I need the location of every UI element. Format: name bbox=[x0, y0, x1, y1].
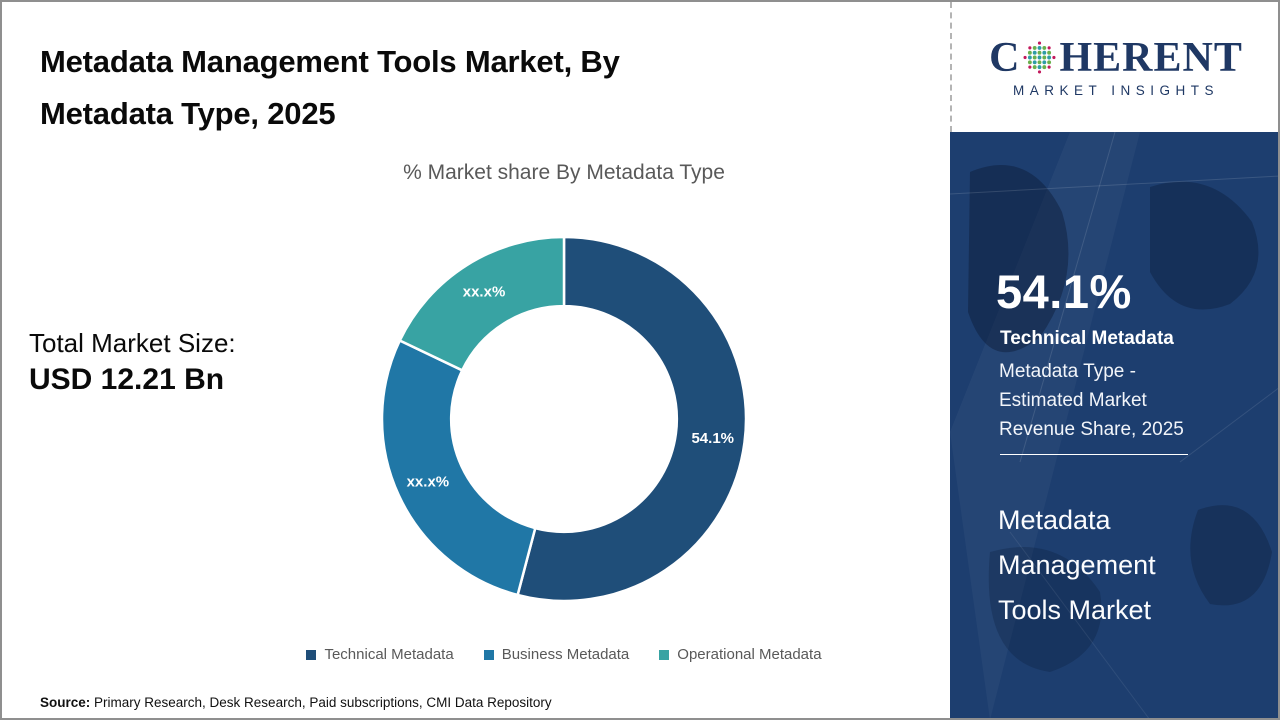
chart-legend: Technical Metadata Business Metadata Opera… bbox=[214, 646, 914, 663]
legend-item-business-metadata: Business Metadata bbox=[483, 646, 630, 663]
legend-label: Business Metadata bbox=[501, 646, 630, 663]
legend-swatch-icon bbox=[659, 649, 670, 660]
globe-dot bbox=[1033, 60, 1038, 65]
globe-dot bbox=[1042, 55, 1047, 60]
globe-dot bbox=[1033, 65, 1038, 70]
legend-label: Technical Metadata bbox=[324, 646, 454, 663]
globe-dot bbox=[1028, 46, 1032, 50]
donut-segment-label: 54.1% bbox=[691, 430, 734, 447]
stat-desc-line-3: Revenue Share, 2025 bbox=[999, 419, 1184, 440]
donut-segment-label: xx.x% bbox=[463, 284, 506, 301]
globe-dot bbox=[1052, 55, 1056, 60]
globe-dot bbox=[1047, 60, 1052, 65]
brand-letter-c: C bbox=[989, 34, 1021, 81]
donut-chart: 54.1% xx.x% xx.x% bbox=[374, 229, 754, 609]
source-label: Source: bbox=[40, 695, 91, 710]
legend-item-operational-metadata: Operational Metadata bbox=[659, 646, 822, 663]
highlight-stat-label: Technical Metadata bbox=[1000, 328, 1174, 349]
source-text: Primary Research, Desk Research, Paid su… bbox=[90, 695, 552, 710]
total-market-size-label: Total Market Size: bbox=[29, 328, 236, 358]
sidebar-divider bbox=[1000, 454, 1188, 455]
globe-dot bbox=[1038, 50, 1042, 55]
chart-title: % Market share By Metadata Type bbox=[403, 161, 725, 184]
brand-letters-rest: HERENT bbox=[1059, 34, 1243, 81]
globe-dot bbox=[1048, 46, 1052, 50]
sidebar: 54.1% Technical Metadata Metadata Type -… bbox=[950, 132, 1278, 718]
stat-desc-line-1: Metadata Type - bbox=[999, 361, 1136, 382]
globe-dot bbox=[1038, 41, 1042, 45]
globe-dot bbox=[1042, 50, 1047, 55]
globe-dot bbox=[1033, 45, 1038, 50]
market-name-line-1: Metadata bbox=[998, 505, 1111, 535]
globe-dot bbox=[1028, 60, 1033, 65]
highlight-stat-value: 54.1% bbox=[996, 265, 1132, 318]
world-map-texture bbox=[950, 132, 1278, 718]
globe-dot bbox=[1028, 50, 1033, 55]
globe-dot bbox=[1033, 50, 1038, 55]
globe-dot bbox=[1038, 60, 1042, 65]
brand-logo: C HERENT MARKET INSIGHTS bbox=[950, 2, 1278, 132]
page-title-line-1: Metadata Management Tools Market, By bbox=[40, 44, 620, 79]
donut-chart-svg: 54.1% xx.x% xx.x% bbox=[380, 235, 748, 603]
globe-dots-icon bbox=[1023, 41, 1056, 74]
globe-dot bbox=[1042, 45, 1047, 50]
highlight-stat-description: Metadata Type - Estimated Market Revenue… bbox=[999, 357, 1184, 444]
brand-wordmark: C HERENT bbox=[989, 37, 1243, 79]
legend-swatch-icon bbox=[483, 649, 494, 660]
globe-dot bbox=[1047, 50, 1052, 55]
legend-label: Operational Metadata bbox=[677, 646, 822, 663]
total-market-size: Total Market Size: USD 12.21 Bn bbox=[29, 326, 236, 400]
page-title-line-2: Metadata Type, 2025 bbox=[40, 96, 336, 131]
globe-dot bbox=[1038, 70, 1042, 74]
globe-dot bbox=[1042, 60, 1047, 65]
donut-segment-operational-metadata bbox=[398, 235, 566, 372]
globe-dot bbox=[1033, 55, 1038, 60]
globe-dot bbox=[1023, 55, 1028, 60]
donut-segment-technical-metadata bbox=[516, 235, 748, 603]
market-name: Metadata Management Tools Market bbox=[998, 498, 1156, 633]
globe-dot bbox=[1028, 55, 1033, 60]
brand-tagline: MARKET INSIGHTS bbox=[1012, 82, 1220, 98]
market-name-line-3: Tools Market bbox=[998, 595, 1152, 625]
source-note: Source: Primary Research, Desk Research,… bbox=[40, 695, 552, 710]
total-market-size-value: USD 12.21 Bn bbox=[29, 363, 225, 396]
page-title: Metadata Management Tools Market, By Met… bbox=[40, 36, 880, 140]
globe-dot bbox=[1047, 55, 1052, 60]
globe-dot bbox=[1048, 65, 1052, 69]
globe-dot bbox=[1038, 55, 1042, 60]
globe-dot bbox=[1042, 65, 1047, 70]
donut-segment-business-metadata bbox=[380, 338, 537, 597]
stat-desc-line-2: Estimated Market bbox=[999, 390, 1147, 411]
market-name-line-2: Management bbox=[998, 550, 1156, 580]
globe-dot bbox=[1038, 45, 1042, 50]
legend-item-technical-metadata: Technical Metadata bbox=[306, 646, 454, 663]
globe-dot bbox=[1038, 65, 1042, 70]
globe-dot bbox=[1028, 65, 1032, 69]
donut-segment-label: xx.x% bbox=[407, 474, 450, 491]
legend-swatch-icon bbox=[306, 649, 317, 660]
